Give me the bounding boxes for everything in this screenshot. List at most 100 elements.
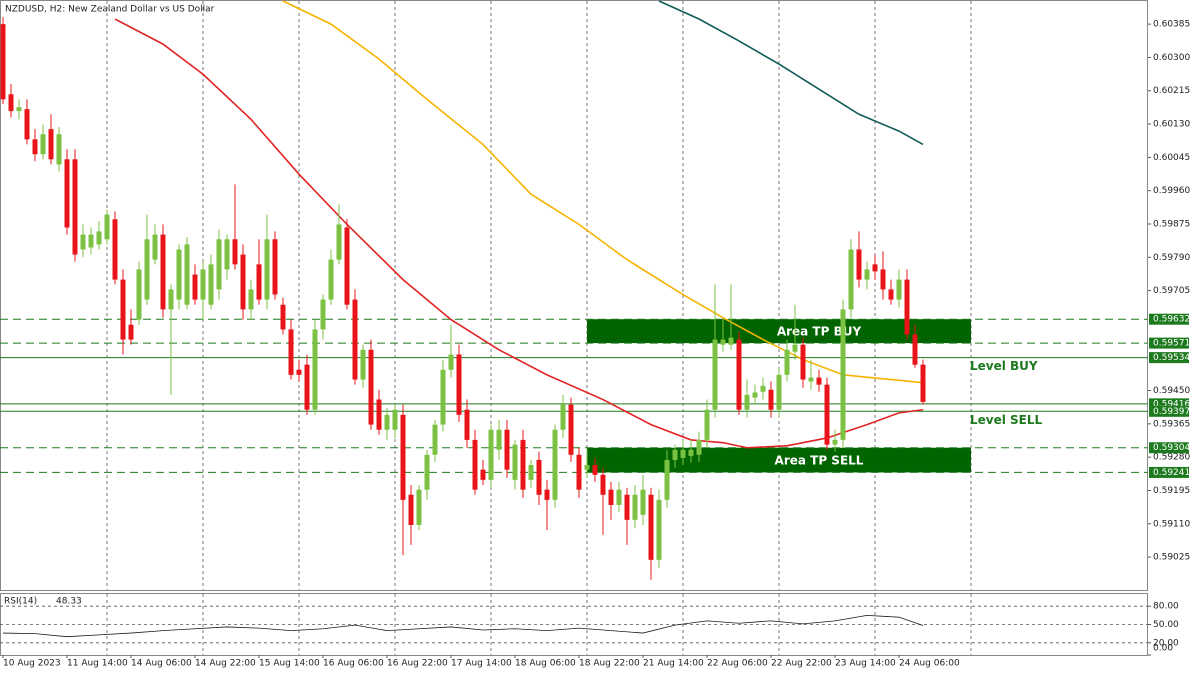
y-tick-label: 0.59025 <box>1153 553 1190 563</box>
candle-body <box>824 384 830 445</box>
candle-body <box>208 264 214 305</box>
level-label-box <box>1149 313 1189 325</box>
candle-body <box>136 269 142 320</box>
candle-body <box>168 289 174 310</box>
candle-body <box>808 377 814 382</box>
x-tick-label: 21 Aug 14:00 <box>643 659 704 669</box>
candle-body <box>408 494 414 525</box>
candle-body <box>456 354 462 415</box>
rsi-tick-label: 50.00 <box>1153 620 1179 630</box>
candle-body <box>480 469 486 480</box>
zone <box>587 319 971 344</box>
y-tick-label: 0.60385 <box>1153 20 1190 30</box>
candle-body <box>552 429 558 500</box>
level-label-box <box>1149 337 1189 349</box>
candle-body <box>816 377 822 385</box>
candle-body <box>112 219 118 280</box>
level-label-box <box>1149 442 1189 454</box>
level-note: Level BUY <box>970 359 1038 373</box>
x-tick-label: 16 Aug 06:00 <box>323 659 384 669</box>
candle-body <box>672 449 678 460</box>
y-tick-label: 0.59875 <box>1153 219 1190 229</box>
candle-body <box>352 299 358 380</box>
x-tick-label: 22 Aug 22:00 <box>771 659 832 669</box>
x-tick-label: 11 Aug 14:00 <box>67 659 128 669</box>
candle-body <box>8 94 14 112</box>
candle-body <box>432 424 438 455</box>
candle-body <box>224 239 230 270</box>
candle-body <box>592 464 598 475</box>
level-note: Level SELL <box>970 413 1043 427</box>
candle-body <box>144 239 150 300</box>
candle-body <box>104 214 110 240</box>
candle-body <box>40 134 46 155</box>
candle-body <box>896 279 902 300</box>
candle-body <box>640 489 646 515</box>
candle-body <box>336 224 342 260</box>
candle-body <box>32 139 38 155</box>
moving-average <box>658 0 924 146</box>
candle-body <box>448 354 454 370</box>
candle-body <box>24 109 30 140</box>
candle-body <box>304 364 310 410</box>
level-label: 0.59632 <box>1153 315 1190 325</box>
candle-body <box>488 429 494 480</box>
rsi-tick-label: 0.00 <box>1153 644 1173 654</box>
candle-body <box>80 234 86 250</box>
candle-body <box>864 269 870 280</box>
candle-body <box>720 339 726 345</box>
x-tick-label: 10 Aug 2023 <box>3 659 61 669</box>
candle-body <box>64 159 70 228</box>
x-tick-label: 24 Aug 06:00 <box>899 659 960 669</box>
candle-body <box>704 409 710 440</box>
rsi-line <box>2 614 924 638</box>
candle-body <box>16 107 22 112</box>
y-tick-label: 0.59790 <box>1153 253 1190 263</box>
x-tick-label: 14 Aug 06:00 <box>131 659 192 669</box>
x-tick-label: 18 Aug 06:00 <box>515 659 576 669</box>
zone-label: Area TP BUY <box>777 325 862 339</box>
candle-body <box>688 449 694 456</box>
candle-body <box>584 464 590 470</box>
candle-body <box>328 259 334 300</box>
candle-body <box>72 159 78 255</box>
candle-body <box>696 439 702 455</box>
candle-body <box>400 414 406 500</box>
candle-body <box>128 324 134 340</box>
candle-body <box>440 369 446 425</box>
price-panel <box>0 0 1148 591</box>
level-label: 0.59416 <box>1153 399 1190 409</box>
candle-body <box>376 399 382 430</box>
candle-body <box>624 494 630 520</box>
level-label: 0.59304 <box>1153 443 1190 453</box>
y-tick-label: 0.59365 <box>1153 419 1190 429</box>
candle-body <box>280 304 286 330</box>
level-label-box <box>1149 398 1189 410</box>
candle-body <box>360 349 366 380</box>
candle-body <box>368 349 374 425</box>
candle-body <box>736 339 742 410</box>
candle-body <box>656 499 662 560</box>
rsi-last-value: 48.33 <box>56 597 82 607</box>
candle-body <box>880 269 886 290</box>
candle-body <box>664 459 670 500</box>
y-tick-label: 0.59960 <box>1153 186 1190 196</box>
candle-body <box>88 234 94 248</box>
candle-body <box>616 489 622 505</box>
candle-body <box>848 249 854 310</box>
candle-body <box>176 249 182 300</box>
y-tick-label: 0.59110 <box>1153 519 1190 529</box>
candle-body <box>920 364 926 402</box>
level-label: 0.59534 <box>1153 353 1190 363</box>
y-tick-label: 0.60215 <box>1153 86 1190 96</box>
zone-label: Area TP SELL <box>775 454 864 468</box>
candle-body <box>264 239 270 300</box>
candle-body <box>320 299 326 330</box>
y-tick-label: 0.59280 <box>1153 453 1190 463</box>
candle-body <box>232 239 238 265</box>
rsi-tick-label: 80.00 <box>1153 602 1179 612</box>
candle-body <box>256 264 262 300</box>
candle-body <box>464 409 470 440</box>
candle-body <box>832 439 838 445</box>
